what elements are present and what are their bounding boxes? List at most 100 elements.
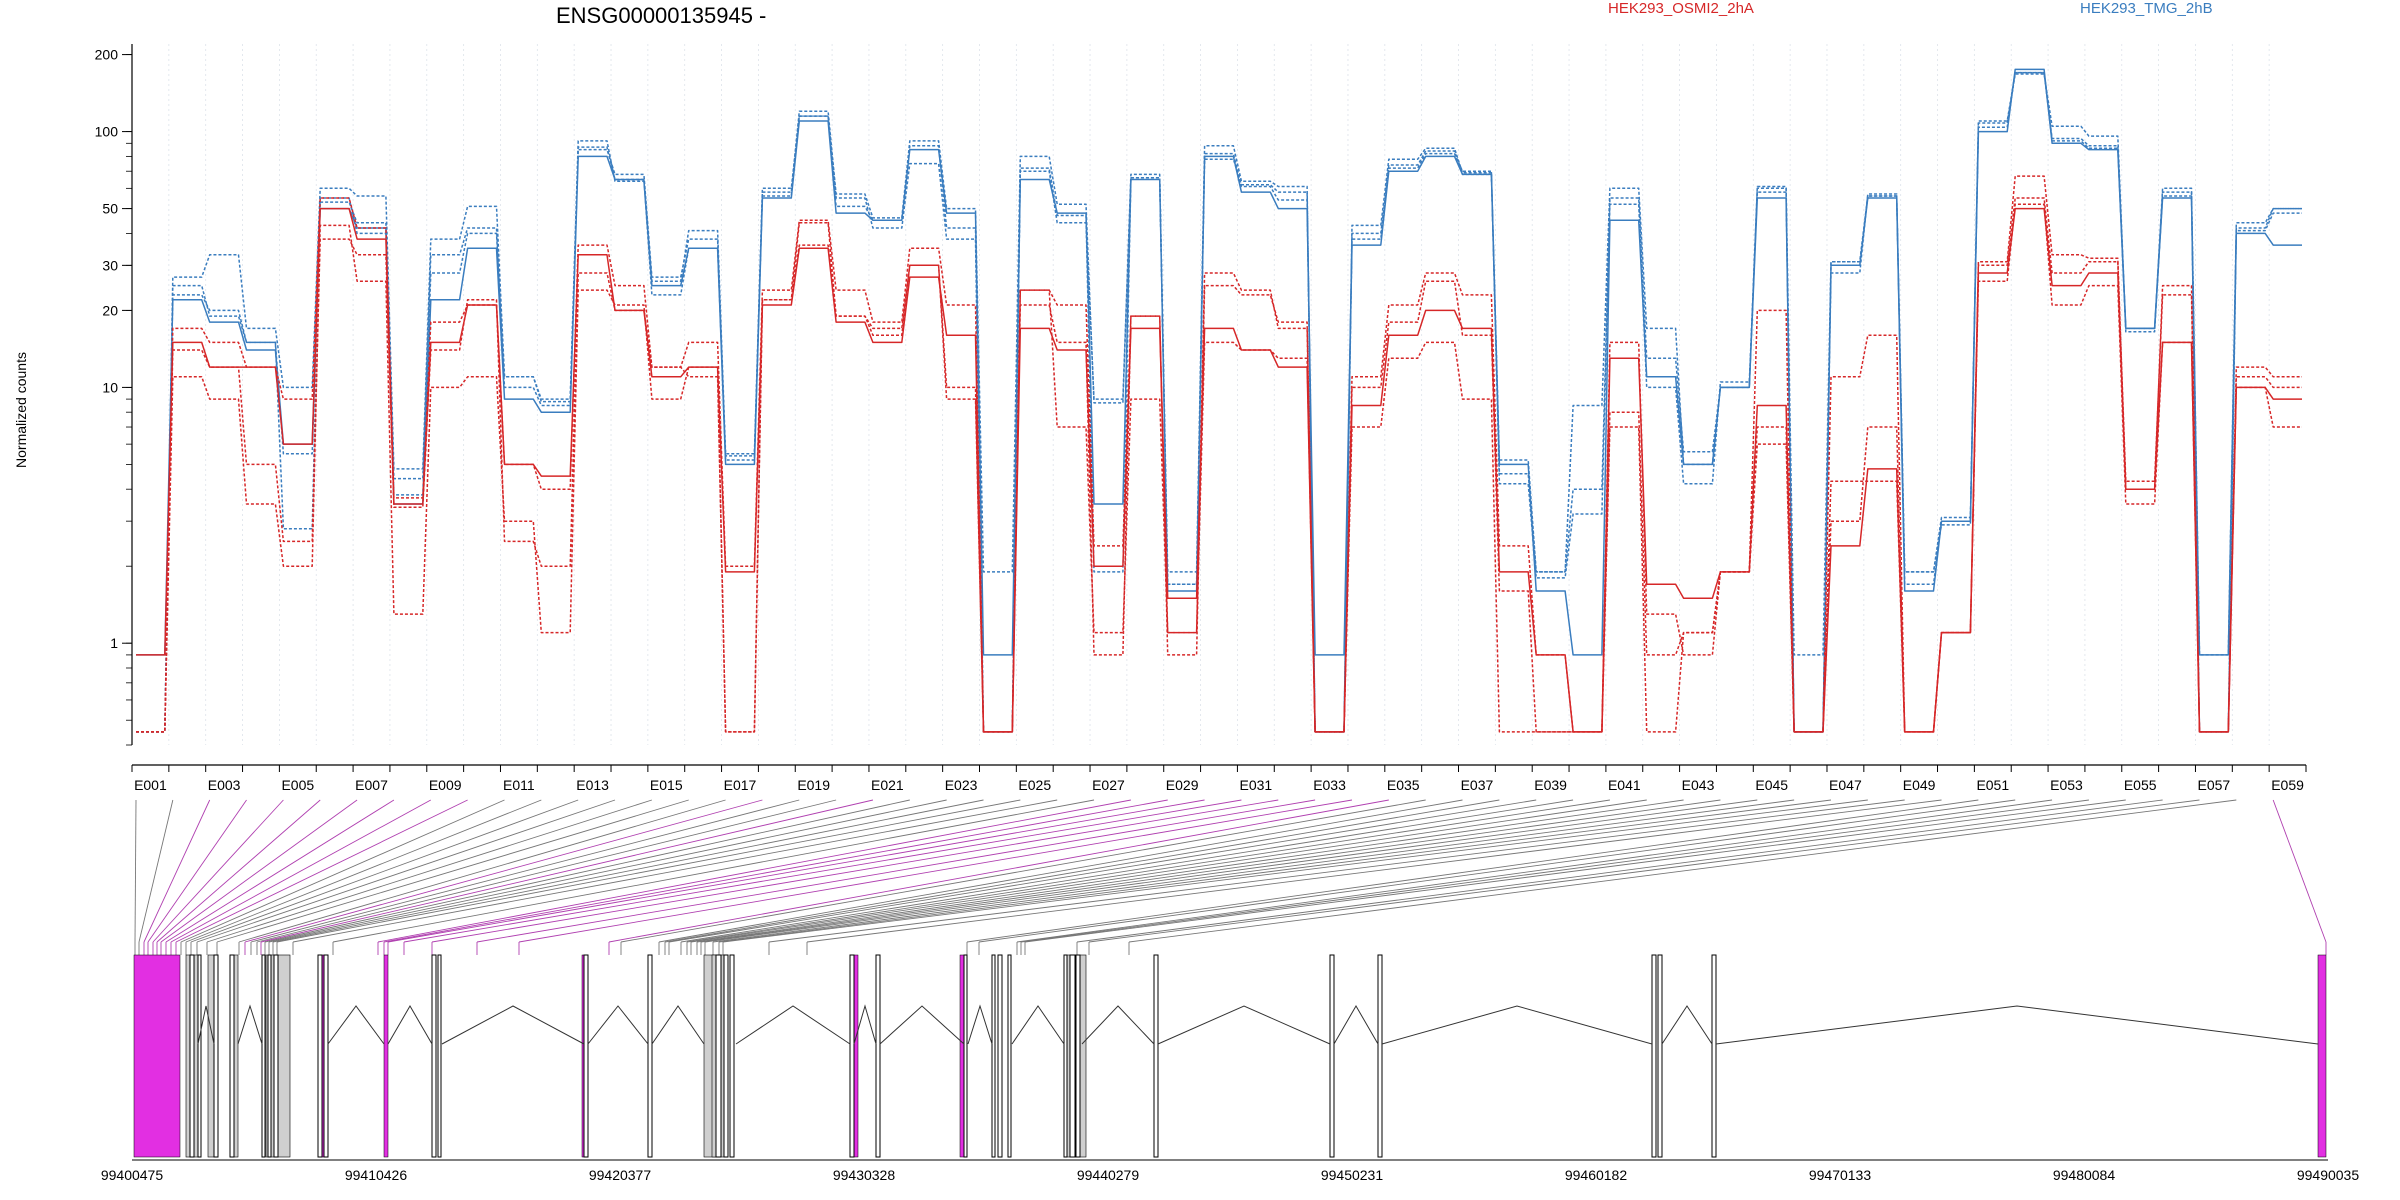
chart-title: ENSG00000135945 -: [556, 3, 766, 28]
gene-intron-line: [1381, 1005, 1653, 1045]
x-tick-label: E027: [1092, 777, 1125, 793]
gene-exon-block: [207, 954, 215, 1158]
exon-connector-line: [165, 799, 395, 943]
gene-intron-line: [1715, 1005, 2319, 1045]
exon-connector-line: [1020, 799, 2089, 943]
gene-exon-box: [991, 954, 996, 1158]
x-tick-label: E039: [1534, 777, 1567, 793]
coordinate-label: 99410426: [345, 1167, 408, 1183]
gene-exon-box: [583, 954, 589, 1158]
exon-connector-line: [185, 799, 542, 943]
coordinate-label: 99460182: [1565, 1167, 1628, 1183]
exon-connector-line: [216, 799, 689, 943]
exon-connector-line: [768, 799, 1905, 943]
x-axis-ticks: E001 E003 E005 E007 E009 E011 E013 E015 E017 E019…: [131, 765, 2307, 793]
x-tick-label: E047: [1829, 777, 1862, 793]
y-axis-label: Normalized counts: [13, 352, 29, 468]
coordinate-label: 99420377: [589, 1167, 652, 1183]
exon-connector-line: [276, 799, 1021, 943]
exon-connector-line: [156, 799, 321, 943]
legend-label-tmg: HEK293_TMG_2hB: [2080, 0, 2213, 17]
y-axis-ticks: 1 10 20 30 50 100 200: [95, 47, 132, 746]
exon-connector-line: [978, 799, 2016, 943]
gene-intron-line: [387, 1005, 433, 1045]
exon-connector-line: [518, 799, 1353, 943]
y-tick-label: 20: [102, 302, 118, 318]
exon-connector-line: [1076, 799, 2163, 943]
exon-connector-line: [2272, 799, 2327, 943]
exon-connector-line: [686, 799, 1610, 943]
x-tick-label: E007: [355, 777, 388, 793]
x-tick-label: E035: [1387, 777, 1420, 793]
gene-exon-box: [189, 954, 195, 1158]
y-tick-label: 50: [102, 201, 118, 217]
exon-connector-line: [272, 799, 984, 943]
gene-exon-box: [1651, 954, 1657, 1158]
exon-connector-line: [1088, 799, 2200, 943]
gene-exon-box: [431, 954, 437, 1158]
gene-intron-line: [237, 1004, 263, 1045]
x-tick-label: E015: [650, 777, 683, 793]
exon-connector-line: [256, 799, 837, 943]
gene-model: [133, 954, 2327, 1158]
exon-connector-line: [608, 799, 1389, 943]
x-tick-label: E059: [2271, 777, 2304, 793]
gene-exon-box: [317, 954, 323, 1158]
gene-exon-box: [437, 954, 442, 1158]
gene-exon-box: [213, 954, 219, 1158]
gene-exon-box: [273, 954, 279, 1158]
gene-exon-highlight: [383, 954, 389, 1158]
genomic-coordinate-labels: 99400475 99410426 99420377 99430328 99440279…: [101, 1167, 2360, 1183]
gene-exon-box: [1711, 954, 1717, 1158]
exon-connector-line: [620, 799, 1426, 943]
exon-connector-line: [700, 799, 1721, 943]
gene-intron-line: [1333, 1005, 1379, 1045]
exon-connector-line: [680, 799, 1574, 943]
gene-exon-box: [1075, 954, 1081, 1158]
x-tick-label: E017: [724, 777, 757, 793]
gene-exon-box: [729, 954, 735, 1158]
x-tick-label: E053: [2050, 777, 2083, 793]
gene-intron-line: [651, 1005, 705, 1045]
exon-connector-line: [704, 799, 1758, 943]
coordinate-label: 99440279: [1077, 1167, 1140, 1183]
gene-exon-highlight: [133, 954, 181, 1158]
exon-connector-line: [260, 799, 874, 943]
exon-connector-line: [264, 799, 910, 943]
x-tick-label: E045: [1755, 777, 1788, 793]
exon-connector-line: [658, 799, 1463, 943]
series-line-blue-4: [136, 71, 2302, 733]
gene-exon-box: [647, 954, 653, 1158]
x-tick-label: E011: [503, 777, 535, 793]
exon-connector-line: [190, 799, 579, 943]
gene-intron-line: [1157, 1005, 1331, 1045]
exon-connector-line: [722, 799, 1868, 943]
exon-connector-line: [268, 799, 947, 943]
x-tick-label: E043: [1682, 777, 1715, 793]
exon-connector-line: [134, 799, 137, 943]
gene-exon-box: [875, 954, 881, 1158]
gene-exon-box: [1329, 954, 1335, 1158]
y-tick-label: 1: [110, 635, 118, 651]
exon-connector-line: [696, 799, 1684, 943]
gene-exon-box: [723, 954, 729, 1158]
y-tick-label: 10: [102, 379, 118, 395]
exon-connector-line: [966, 799, 1979, 943]
exon-connector-line: [403, 799, 1242, 943]
gene-exon-box: [197, 954, 202, 1158]
gene-exon-highlight: [853, 954, 859, 1158]
gene-exon-box: [1377, 954, 1383, 1158]
y-tick-label: 30: [102, 257, 118, 273]
y-tick-label: 100: [95, 124, 119, 140]
gene-intron-line: [197, 1005, 215, 1045]
x-tick-label: E001: [134, 777, 167, 793]
exon-connector-line: [147, 799, 247, 943]
exon-connector-line: [152, 799, 284, 943]
x-tick-label: E023: [945, 777, 978, 793]
x-tick-label: E049: [1903, 777, 1936, 793]
gene-exon-box: [963, 954, 968, 1158]
exon-connector-line: [138, 799, 174, 943]
exon-connector-lines: [134, 799, 2327, 955]
gene-exon-box: [1007, 954, 1012, 1158]
gene-intron-line: [735, 1005, 851, 1045]
